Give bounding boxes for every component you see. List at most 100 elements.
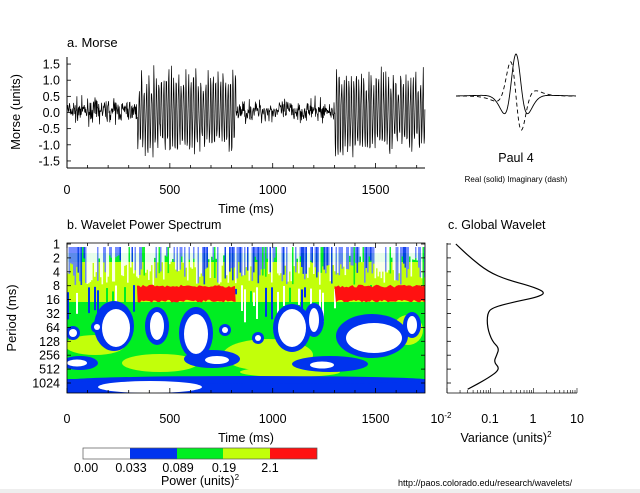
heatmap-noise-stripe	[382, 247, 384, 272]
heatmap-noise-stripe	[329, 247, 332, 282]
heatmap-noise-stripe	[209, 247, 212, 278]
global-wavelet-line	[455, 243, 544, 390]
heatmap-noise-stripe	[200, 247, 203, 274]
heatmap-noise-stripe	[86, 247, 89, 284]
heatmap-noise-stripe	[77, 247, 80, 273]
heatmap-noise-stripe	[274, 247, 276, 258]
panel-b-xtick-label: 0	[64, 412, 71, 426]
panel-b-xtick-label: 1000	[259, 412, 287, 426]
heatmap-noise-stripe	[344, 247, 347, 276]
heatmap-yellow-region	[122, 354, 198, 372]
heatmap-noise-stripe	[124, 247, 126, 266]
panel-b-ytick-label: 8	[53, 279, 60, 293]
heatmap-noise-stripe	[394, 247, 396, 281]
panel-b-ytick-label: 4	[53, 265, 60, 279]
heatmap-noise-stripe	[265, 287, 267, 317]
heatmap-noise-stripe	[320, 247, 323, 273]
heatmap-noise-stripe	[397, 247, 399, 281]
panel-a-yticks: 1.5 1.0 0.5 0.0 -0.5 -1.0 -1.5	[38, 58, 71, 168]
heatmap-noise-stripe	[386, 247, 389, 273]
heatmap-noise-stripe	[253, 247, 255, 273]
heatmap-noise-stripe	[98, 247, 101, 259]
heatmap-noise-stripe	[131, 247, 134, 262]
colorbar-level: 0.00	[74, 461, 98, 475]
heatmap-noise-stripe	[185, 247, 188, 268]
panel-b-xlabel: Time (ms)	[218, 431, 274, 445]
heatmap-noise-stripe	[257, 247, 260, 284]
heatmap-noise-stripe	[410, 247, 413, 277]
heatmap-noise-stripe	[110, 247, 113, 258]
panel-a-title: a. Morse	[67, 35, 118, 50]
heatmap-white-region	[309, 308, 319, 332]
heatmap-noise-stripe	[256, 247, 258, 260]
heatmap-noise-stripe	[289, 247, 291, 272]
heatmap-white-region	[255, 335, 261, 341]
heatmap-white-region	[278, 309, 306, 347]
heatmap-noise-stripe	[370, 247, 372, 261]
heatmap-noise-stripe	[166, 247, 168, 257]
panel-a-ytick-label: 0.5	[43, 90, 60, 104]
heatmap-noise-stripe	[308, 247, 311, 268]
colorbar-level: 0.033	[115, 461, 146, 475]
heatmap-noise-stripe	[89, 247, 92, 282]
heatmap-noise-stripe	[340, 247, 342, 265]
heatmap-noise-stripe	[244, 289, 246, 323]
heatmap-noise-stripe	[311, 247, 314, 263]
heatmap-noise-stripe	[229, 247, 231, 272]
panel-b-xtick-label: 500	[159, 412, 180, 426]
heatmap-noise-stripe	[193, 247, 195, 259]
heatmap-noise-stripe	[275, 247, 278, 257]
heatmap-noise-stripe	[211, 247, 213, 257]
heatmap-noise-stripe	[215, 247, 218, 259]
heatmap-noise-stripe	[373, 247, 375, 264]
heatmap-noise-stripe	[374, 247, 377, 279]
heatmap-noise-stripe	[278, 247, 281, 276]
heatmap-noise-stripe	[271, 247, 273, 283]
heatmap-noise-stripe	[302, 247, 305, 274]
heatmap-noise-stripe	[232, 247, 234, 281]
heatmap-noise-stripe	[421, 247, 423, 279]
colorbar-swatch-red	[270, 448, 317, 459]
heatmap-noise-stripe	[157, 247, 159, 263]
heatmap-noise-stripe	[304, 247, 306, 280]
heatmap-noise-stripe	[415, 247, 417, 259]
heatmap-noise-stripe	[292, 247, 294, 285]
heatmap-noise-stripe	[254, 247, 257, 257]
panel-b-ytick-label: 32	[46, 307, 60, 321]
heatmap-noise-stripe	[322, 292, 324, 322]
heatmap-noise-stripe	[323, 247, 326, 270]
heatmap-noise-stripe	[367, 247, 369, 273]
heatmap-noise-stripe	[401, 247, 404, 257]
heatmap-noise-stripe	[284, 247, 287, 266]
heatmap-noise-stripe	[380, 247, 383, 279]
heatmap-noise-stripe	[359, 247, 362, 257]
heatmap-noise-stripe	[259, 247, 261, 276]
panel-c-xtick-1: 0.1	[481, 412, 498, 426]
panel-a-ylabel: Morse (units)	[8, 74, 23, 150]
heatmap-noise-stripe	[271, 287, 273, 320]
heatmap-noise-stripe	[172, 247, 174, 259]
colorbar-level: 2.1	[261, 461, 278, 475]
heatmap-noise-stripe	[418, 247, 420, 268]
heatmap-noise-stripe	[191, 247, 194, 269]
heatmap-noise-stripe	[133, 247, 135, 274]
heatmap-noise-stripe	[355, 247, 357, 264]
heatmap-noise-stripe	[295, 247, 297, 273]
panel-b-power-spectrum: b. Wavelet Power Spectrum Period (ms)	[4, 218, 426, 445]
heatmap-noise-stripe	[416, 247, 419, 261]
heatmap-noise-stripe	[145, 247, 147, 273]
heatmap-noise-stripe	[272, 247, 275, 262]
heatmap-white-region	[67, 359, 87, 367]
heatmap-noise-stripe	[92, 247, 95, 263]
heatmap-noise-stripe	[71, 247, 74, 265]
heatmap-noise-stripe	[113, 247, 116, 282]
panel-b-ytick-label: 64	[46, 321, 60, 335]
heatmap-noise-stripe	[223, 247, 225, 256]
heatmap-noise-stripe	[368, 247, 371, 257]
heatmap-noise-stripe	[221, 247, 224, 266]
heatmap-noise-stripe	[230, 247, 233, 269]
heatmap-noise-stripe	[262, 247, 264, 276]
heatmap-noise-stripe	[389, 247, 392, 274]
heatmap-noise-stripe	[175, 247, 177, 270]
